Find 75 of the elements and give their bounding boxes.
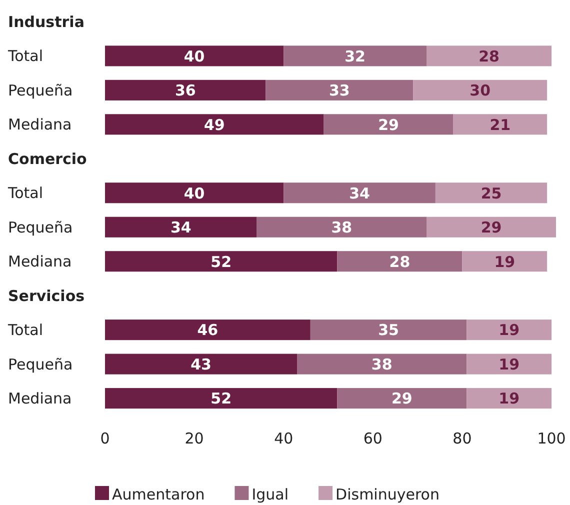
bar — [284, 46, 427, 66]
data-label: 19 — [498, 390, 520, 408]
data-label: 19 — [498, 321, 520, 340]
data-label: 43 — [190, 355, 212, 374]
data-label: 29 — [378, 116, 399, 134]
bar — [466, 354, 552, 374]
data-label: 21 — [490, 116, 511, 134]
y-tick-label: Total — [7, 321, 44, 340]
data-label: 40 — [184, 184, 205, 202]
y-tick-label: Mediana — [8, 252, 72, 271]
bar — [105, 216, 257, 238]
legend-label: Igual — [252, 485, 289, 504]
bar — [105, 182, 284, 204]
x-tick-label: 100 — [537, 430, 566, 448]
y-tick-label: Pequeña — [8, 218, 73, 236]
bar — [105, 80, 266, 100]
x-tick-label: 0 — [100, 430, 110, 448]
data-label: 30 — [470, 82, 491, 100]
y-tick-label: Pequeña — [8, 355, 73, 374]
bar — [435, 182, 548, 204]
y-tick-label: Mediana — [8, 116, 72, 134]
y-tick-label: Pequeña — [8, 81, 73, 100]
data-label: 29 — [480, 218, 502, 237]
data-label: 28 — [389, 252, 410, 271]
bar — [105, 46, 284, 66]
y-tick-label: Total — [7, 184, 44, 202]
bar — [297, 354, 467, 374]
y-tick-label: Servicios — [8, 286, 85, 305]
data-label: 38 — [371, 355, 392, 374]
bar — [105, 114, 324, 135]
data-label: 35 — [378, 321, 399, 340]
data-label: 19 — [494, 252, 516, 271]
bar — [105, 251, 338, 272]
data-label: 49 — [204, 116, 225, 134]
bar — [453, 114, 548, 135]
data-label: 34 — [349, 184, 370, 202]
x-tick-label: 60 — [363, 430, 382, 448]
data-label: 29 — [392, 390, 412, 408]
legend-label: Disminuyeron — [336, 485, 440, 504]
bar — [426, 216, 556, 238]
bar — [466, 320, 552, 340]
bar — [284, 182, 436, 204]
data-label: 52 — [210, 390, 232, 408]
bar — [105, 320, 310, 340]
data-label: 28 — [478, 47, 500, 66]
x-tick-label: 20 — [184, 430, 204, 448]
bar — [266, 80, 414, 100]
data-label: 34 — [170, 218, 192, 237]
bar — [256, 216, 427, 238]
bar — [413, 80, 548, 100]
x-tick-label: 40 — [274, 430, 294, 448]
x-tick-label: 80 — [452, 430, 472, 448]
y-tick-label: Mediana — [8, 390, 72, 408]
y-tick-label: Total — [7, 47, 44, 66]
data-label: 38 — [331, 218, 352, 237]
bar — [105, 354, 298, 374]
y-tick-label: Comercio — [8, 150, 87, 168]
legend-label: Aumentaron — [112, 485, 205, 504]
data-label: 19 — [498, 355, 520, 374]
data-label: 33 — [328, 82, 350, 100]
bar — [462, 251, 548, 272]
bar — [324, 114, 454, 135]
bar — [310, 320, 467, 340]
bar — [337, 388, 467, 409]
data-label: 36 — [174, 82, 196, 100]
y-tick-label: Industria — [8, 12, 84, 31]
data-label: 32 — [344, 47, 366, 66]
bar — [426, 46, 552, 66]
data-label: 46 — [197, 321, 218, 340]
data-label: 25 — [480, 184, 502, 202]
bar — [105, 388, 338, 409]
data-label: 40 — [184, 47, 205, 66]
bar — [466, 388, 552, 409]
data-label: 52 — [210, 252, 232, 271]
bar — [337, 251, 462, 272]
